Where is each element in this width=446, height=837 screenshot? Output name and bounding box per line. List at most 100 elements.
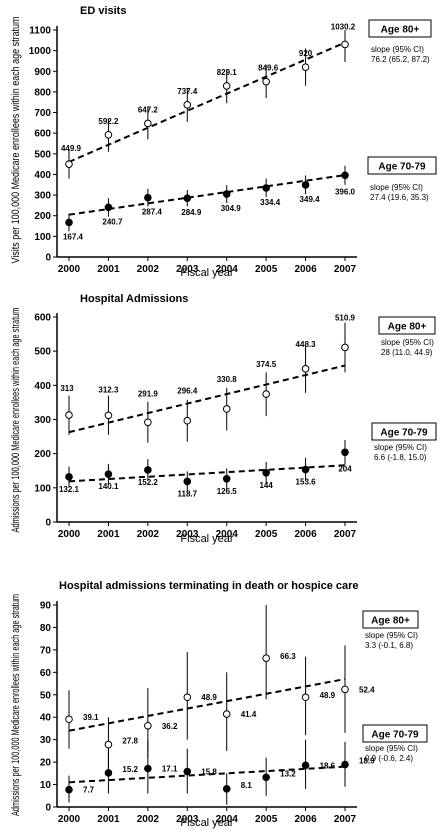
data-point bbox=[341, 343, 349, 352]
y-tick-label: 20 bbox=[40, 758, 52, 769]
data-label: 15.8 bbox=[201, 768, 217, 777]
x-tick-label: 2005 bbox=[255, 529, 278, 540]
x-tick-label: 2006 bbox=[294, 264, 317, 275]
data-label: 8.1 bbox=[241, 781, 253, 790]
data-point bbox=[341, 760, 349, 769]
x-tick-label: 2000 bbox=[58, 264, 81, 275]
data-label: 17.1 bbox=[162, 765, 178, 774]
x-tick-label: 2007 bbox=[334, 264, 357, 275]
data-label: 287.4 bbox=[142, 208, 163, 217]
slope-label: slope (95% CI) bbox=[365, 744, 418, 753]
y-tick-label: 700 bbox=[34, 108, 51, 119]
data-label: 18.6 bbox=[320, 761, 336, 770]
data-point bbox=[262, 654, 270, 662]
data-label: 39.1 bbox=[83, 713, 99, 722]
data-label: 240.7 bbox=[102, 217, 123, 226]
x-tick-label: 2001 bbox=[97, 814, 120, 825]
y-tick-label: 200 bbox=[34, 449, 51, 460]
chart-3: Hospital admissions terminating in death… bbox=[10, 580, 428, 829]
data-point bbox=[341, 685, 349, 694]
y-tick-label: 50 bbox=[40, 690, 52, 701]
data-point bbox=[183, 416, 192, 425]
y-tick-label: 30 bbox=[40, 735, 52, 746]
y-tick-label: 0 bbox=[45, 518, 51, 529]
data-label: 140.1 bbox=[98, 482, 119, 491]
data-label: 449.9 bbox=[61, 144, 82, 153]
data-point bbox=[262, 773, 270, 782]
data-label: 647.2 bbox=[138, 105, 159, 114]
data-point bbox=[301, 693, 310, 702]
data-point bbox=[104, 130, 113, 139]
slope-value: 27.4 (19.6, 35.3) bbox=[370, 193, 429, 202]
legend-box bbox=[367, 156, 437, 175]
data-label: 41.4 bbox=[241, 710, 257, 719]
data-label: 737.4 bbox=[177, 87, 198, 96]
data-label: 510.9 bbox=[335, 313, 356, 322]
data-label: 849.6 bbox=[258, 64, 279, 73]
x-tick-label: 2002 bbox=[137, 814, 160, 825]
data-label: 284.9 bbox=[181, 208, 202, 217]
data-point bbox=[104, 740, 113, 749]
y-tick-label: 600 bbox=[34, 313, 51, 324]
data-point bbox=[222, 785, 231, 793]
data-point bbox=[301, 761, 310, 770]
data-point bbox=[104, 411, 113, 420]
data-point bbox=[341, 40, 349, 49]
data-label: 36.2 bbox=[162, 722, 178, 731]
trend-line bbox=[68, 364, 346, 434]
slope-value: 28 (11.0, 44.9) bbox=[381, 348, 433, 357]
data-label: 126.5 bbox=[217, 487, 238, 496]
y-axis-label: Admissions per 100,000 Medicare enrollee… bbox=[10, 594, 22, 816]
trend-line bbox=[68, 678, 346, 732]
data-point bbox=[65, 785, 73, 794]
legend-label: Age 70-79 bbox=[378, 162, 426, 173]
x-tick-label: 2001 bbox=[97, 264, 120, 275]
data-label: 396.0 bbox=[335, 187, 356, 196]
slope-value: 6.6 (-1.8, 15.0) bbox=[374, 453, 427, 462]
x-axis-label: Fiscal year bbox=[180, 533, 234, 545]
data-point bbox=[104, 769, 113, 777]
x-tick-label: 2007 bbox=[334, 814, 357, 825]
data-label: 18.9 bbox=[359, 757, 375, 766]
y-tick-label: 200 bbox=[34, 211, 51, 222]
data-point bbox=[222, 190, 231, 198]
chart-title: ED visits bbox=[80, 5, 126, 17]
legend-box bbox=[368, 19, 432, 38]
x-tick-label: 2006 bbox=[294, 814, 317, 825]
data-label: 13.2 bbox=[280, 769, 296, 778]
data-label: 153.6 bbox=[296, 478, 317, 487]
series-age-70-79: 167.4 240.7 287.4 284.9 304.9 334.4 349.4 396.0… bbox=[63, 156, 437, 241]
data-label: 829.1 bbox=[217, 68, 238, 77]
legend-label: Age 70-79 bbox=[380, 428, 428, 439]
data-point bbox=[144, 466, 152, 474]
legend-label: Age 80+ bbox=[388, 322, 427, 333]
data-point bbox=[144, 119, 152, 128]
chart-2: Hospital Admissions 0 100 200 300 400 500 600 20… bbox=[10, 293, 437, 545]
data-point bbox=[262, 77, 270, 86]
x-tick-label: 2003 bbox=[176, 529, 199, 540]
data-label: 920 bbox=[299, 49, 313, 58]
series-age-80-plus: 449.9 592.2 647.2 737.4 829.1 849.6 920 1030.2 A… bbox=[61, 19, 432, 179]
data-label: 291.9 bbox=[138, 389, 159, 398]
data-label: 1030.2 bbox=[331, 22, 356, 31]
data-point bbox=[183, 477, 192, 486]
data-label: 48.9 bbox=[201, 693, 217, 702]
data-label: 312.3 bbox=[98, 385, 119, 394]
x-tick-label: 2005 bbox=[255, 264, 278, 275]
legend-box bbox=[362, 610, 419, 629]
data-point bbox=[183, 101, 192, 109]
data-point bbox=[65, 473, 73, 481]
x-tick-label: 2007 bbox=[334, 529, 357, 540]
legend-box bbox=[362, 724, 428, 743]
y-tick-label: 300 bbox=[34, 415, 51, 426]
x-tick-label: 2000 bbox=[58, 529, 81, 540]
series-age-70-79: 7.7 15.2 17.1 15.8 8.1 13.2 18.6 18.9 Age 70-79 s… bbox=[65, 724, 428, 805]
legend-label: Age 80+ bbox=[371, 616, 410, 627]
legend-label: Age 70-79 bbox=[371, 730, 419, 741]
x-tick-label: 2003 bbox=[176, 814, 199, 825]
y-tick-label: 1000 bbox=[29, 46, 52, 57]
chart-title: Hospital admissions terminating in death… bbox=[59, 580, 359, 592]
y-tick-label: 800 bbox=[34, 87, 51, 98]
data-point bbox=[104, 203, 113, 212]
data-point bbox=[222, 710, 231, 718]
